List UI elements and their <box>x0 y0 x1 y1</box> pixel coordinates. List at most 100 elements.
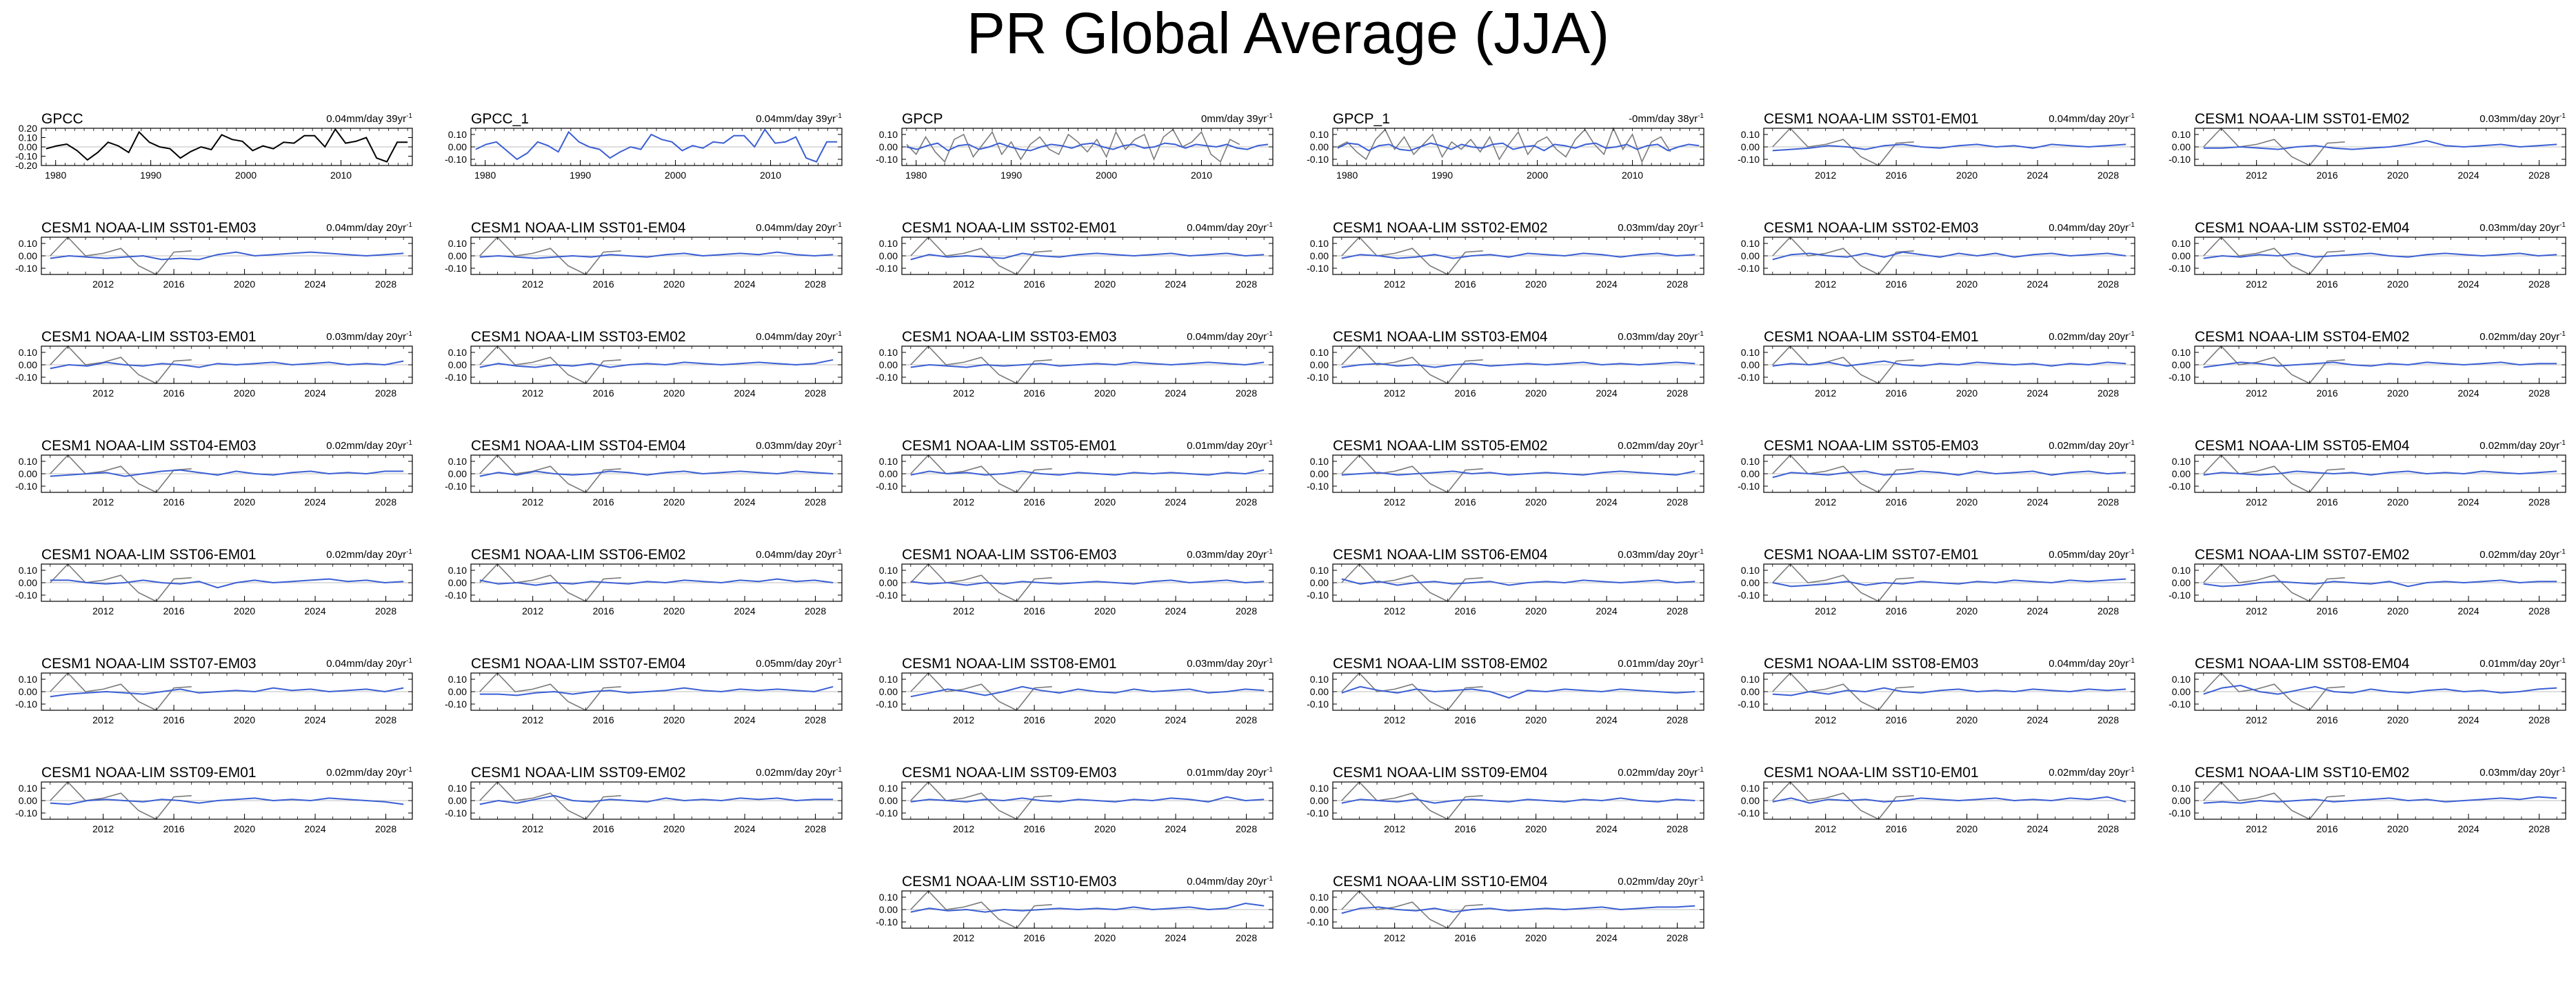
x-tick-label: 2024 <box>1165 823 1187 834</box>
x-tick-label: 2028 <box>1667 496 1688 508</box>
panel-41: CESM1 NOAA-LIM SST10-EM01 0.02mm/day 20yr… <box>1738 765 2135 834</box>
x-tick-label: 2024 <box>1596 714 1618 725</box>
x-tick-label: 2028 <box>1236 823 1257 834</box>
x-tick-label: 2024 <box>2458 170 2479 181</box>
x-tick-label: 1990 <box>1000 170 1022 181</box>
x-tick-label: 2028 <box>2528 279 2550 290</box>
x-tick-label: 2012 <box>522 388 543 399</box>
x-tick-label: 2012 <box>1384 388 1405 399</box>
x-tick-label: 2024 <box>1596 496 1618 508</box>
x-tick-label: 2012 <box>522 496 543 508</box>
reference-series-line <box>910 454 1052 494</box>
y-tick-label: 0.10 <box>448 565 467 576</box>
panel-trend: 0.03mm/day 20yr-1 <box>2479 766 2566 779</box>
panel-32: CESM1 NOAA-LIM SST07-EM04 0.05mm/day 20yr… <box>445 656 843 725</box>
y-tick-label: -0.10 <box>1738 590 1760 601</box>
reference-series-line <box>910 890 1052 930</box>
series-line <box>910 796 1265 803</box>
series-line <box>906 142 1269 152</box>
panel-trend: 0.04mm/day 20yr-1 <box>2049 112 2135 125</box>
reference-series-line <box>50 345 192 385</box>
panel-29: CESM1 NOAA-LIM SST07-EM01 0.05mm/day 20yr… <box>1738 547 2135 616</box>
y-tick-label: -0.10 <box>2169 481 2191 492</box>
x-tick-label: 2012 <box>522 279 543 290</box>
x-tick-label: 2028 <box>805 496 826 508</box>
x-tick-label: 2016 <box>2317 170 2338 181</box>
y-tick-label: 0.00 <box>448 468 467 479</box>
panel-trend: 0.02mm/day 20yr-1 <box>326 439 412 452</box>
panel-24: CESM1 NOAA-LIM SST05-EM04 0.02mm/day 20yr… <box>2169 438 2566 508</box>
panel-trend: 0.02mm/day 20yr-1 <box>756 766 842 779</box>
y-tick-label: -0.10 <box>876 372 898 383</box>
panel-title: CESM1 NOAA-LIM SST03-EM03 <box>902 329 1117 345</box>
panel-16: CESM1 NOAA-LIM SST03-EM04 0.03mm/day 20yr… <box>1307 329 1704 399</box>
panel-trend: 0.04mm/day 20yr-1 <box>326 657 412 670</box>
x-tick-label: 2028 <box>375 388 396 399</box>
y-tick-label: 0.10 <box>19 456 37 467</box>
reference-series-line <box>910 345 1052 385</box>
y-tick-label: 0.10 <box>1310 347 1329 358</box>
y-tick-label: 0.10 <box>448 129 467 140</box>
x-tick-label: 2020 <box>1956 279 1978 290</box>
x-tick-label: 2012 <box>2246 170 2267 181</box>
panel-title: CESM1 NOAA-LIM SST05-EM02 <box>1333 438 1548 454</box>
panel-title: CESM1 NOAA-LIM SST10-EM03 <box>902 874 1117 890</box>
y-tick-label: 0.00 <box>448 795 467 806</box>
x-tick-label: 2028 <box>2097 170 2119 181</box>
reference-series-line <box>1341 890 1483 930</box>
x-tick-label: 2020 <box>663 496 685 508</box>
panel-title: CESM1 NOAA-LIM SST03-EM04 <box>1333 329 1548 345</box>
y-tick-label: 0.10 <box>1310 129 1329 140</box>
series-line <box>2203 252 2557 259</box>
x-tick-label: 2028 <box>2097 605 2119 616</box>
y-tick-label: 0.00 <box>19 468 37 479</box>
panel-2: GPCC_1 0.04mm/day 39yr-1 0.100.00 -0.10 1980… <box>445 111 843 181</box>
x-tick-label: 2012 <box>953 605 974 616</box>
panel-trend: 0.02mm/day 20yr-1 <box>2049 766 2135 779</box>
x-tick-label: 2020 <box>2387 279 2408 290</box>
y-tick-label: 0.10 <box>19 565 37 576</box>
panel-title: CESM1 NOAA-LIM SST04-EM02 <box>2195 329 2410 345</box>
y-tick-label: 0.00 <box>1741 359 1760 370</box>
x-tick-label: 2024 <box>734 823 756 834</box>
series-line <box>910 252 1265 261</box>
series-line <box>475 128 838 163</box>
y-tick-label: -0.10 <box>445 154 467 165</box>
x-tick-label: 2016 <box>593 388 614 399</box>
y-tick-label: 0.00 <box>19 795 37 806</box>
series-line <box>2203 684 2557 695</box>
panel-title: CESM1 NOAA-LIM SST02-EM04 <box>2195 220 2410 236</box>
x-tick-label: 2000 <box>1527 170 1548 181</box>
x-tick-label: 2028 <box>375 714 396 725</box>
x-tick-label: 2016 <box>1886 170 1907 181</box>
panel-title: CESM1 NOAA-LIM SST07-EM04 <box>471 656 686 672</box>
y-tick-label: 0.00 <box>1310 250 1329 261</box>
x-tick-label: 2016 <box>163 823 185 834</box>
x-tick-label: 2012 <box>1384 605 1405 616</box>
x-tick-label: 2020 <box>234 279 255 290</box>
x-tick-label: 2024 <box>2027 279 2049 290</box>
y-tick-label: 0.10 <box>2172 565 2191 576</box>
panel-title: CESM1 NOAA-LIM SST10-EM02 <box>2195 765 2410 781</box>
x-tick-label: 2012 <box>1815 279 1836 290</box>
y-tick-label: 0.00 <box>19 359 37 370</box>
y-tick-label: 0.00 <box>879 904 898 915</box>
y-tick-label: -0.10 <box>876 916 898 927</box>
panel-title: CESM1 NOAA-LIM SST04-EM04 <box>471 438 686 454</box>
panel-trend: 0.01mm/day 20yr-1 <box>1187 439 1273 452</box>
x-tick-label: 2016 <box>1024 823 1045 834</box>
x-tick-label: 2024 <box>2458 823 2479 834</box>
x-tick-label: 2020 <box>1525 279 1547 290</box>
reference-series-line <box>1341 781 1483 821</box>
reference-series-line <box>1341 454 1483 494</box>
y-tick-label: 0.10 <box>1741 783 1760 794</box>
panel-title: GPCP_1 <box>1333 111 1390 127</box>
panel-35: CESM1 NOAA-LIM SST08-EM03 0.04mm/day 20yr… <box>1738 656 2135 725</box>
y-tick-label: -0.10 <box>1307 590 1329 601</box>
y-tick-label: 0.00 <box>879 577 898 588</box>
x-tick-label: 2016 <box>1886 279 1907 290</box>
x-tick-label: 2016 <box>1455 388 1476 399</box>
panel-trend: 0.05mm/day 20yr-1 <box>756 657 842 670</box>
x-tick-label: 2012 <box>2246 279 2267 290</box>
series-line <box>1341 252 1695 259</box>
